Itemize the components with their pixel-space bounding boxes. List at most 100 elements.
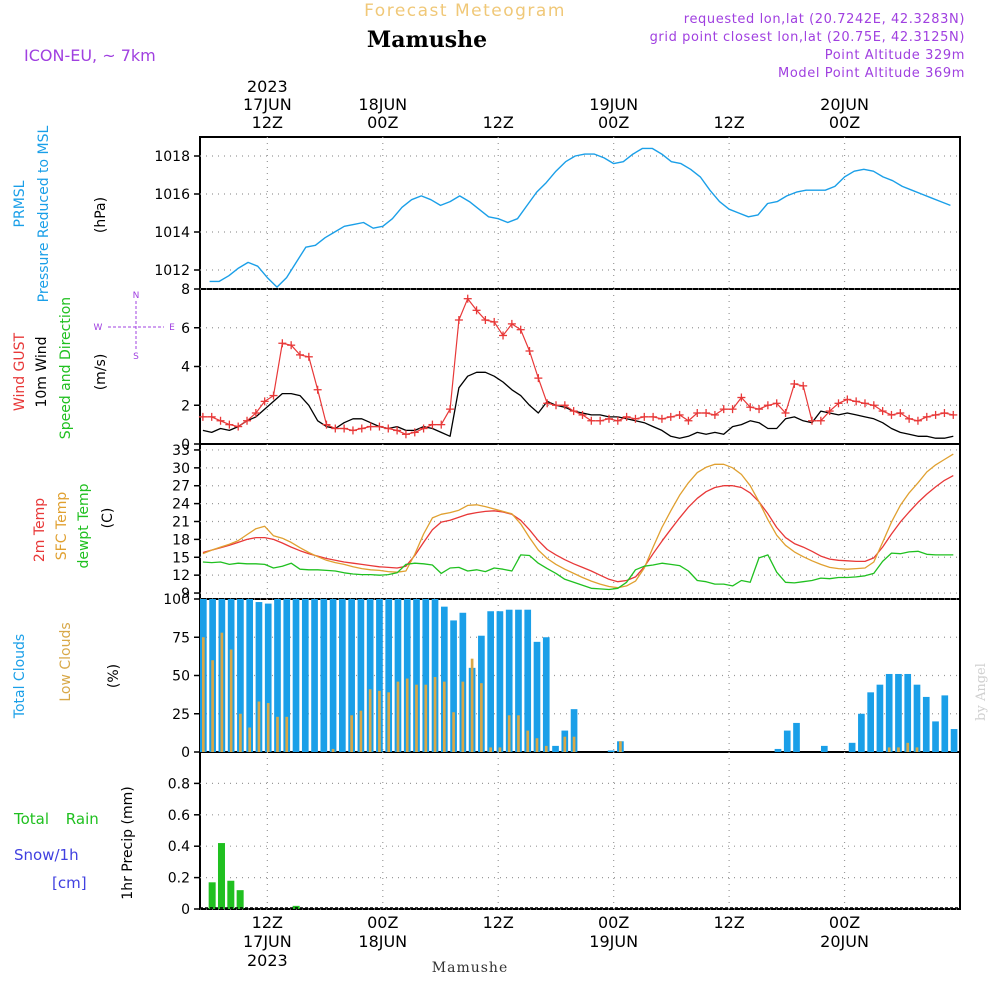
top-hour-label: 00Z	[829, 113, 860, 132]
total-cloud-bar	[237, 599, 244, 752]
model-label: ICON-EU, ~ 7km	[24, 46, 156, 65]
total-cloud-bar	[376, 599, 383, 752]
y-tick-label: 1014	[154, 225, 190, 241]
low-cloud-bar	[535, 738, 539, 752]
low-cloud-bar	[461, 681, 465, 752]
low-cloud-bar	[480, 683, 483, 752]
percent-label: (%)	[106, 664, 122, 688]
total-cloud-bar	[413, 599, 420, 752]
gust-marker	[790, 379, 799, 388]
dewpt-label: dewpt Temp	[76, 483, 92, 568]
gust-marker	[260, 397, 269, 406]
pressure-label: Pressure Reduced to MSL	[36, 125, 52, 302]
total-cloud-bar	[348, 599, 355, 752]
gust-marker	[666, 412, 675, 421]
sfc-line	[202, 453, 954, 589]
total-cloud-bar	[895, 673, 902, 752]
low-cloud-bar	[202, 637, 205, 752]
gust-marker	[454, 316, 463, 324]
gust-marker	[560, 401, 569, 410]
gust-marker	[728, 405, 737, 414]
y-tick-label: 25	[172, 707, 190, 723]
top-date-label: 17JUN	[243, 95, 292, 114]
gust-marker	[251, 409, 260, 417]
low-cloud-bar	[285, 716, 289, 752]
rain-bar	[236, 890, 244, 909]
low-cloud-bar	[433, 677, 437, 752]
gust-marker	[207, 412, 216, 421]
top-date-label: 20JUN	[820, 95, 869, 114]
y-tick-label: 0	[181, 745, 190, 761]
low-cloud-bar	[276, 716, 279, 752]
gust-marker	[719, 405, 728, 414]
low-cloud-bar	[248, 727, 252, 752]
hpa-label: (hPa)	[93, 197, 109, 233]
top-date-label: 19JUN	[589, 95, 638, 114]
total-cloud-bar	[255, 602, 263, 752]
gust-marker	[772, 399, 781, 408]
gust-marker	[428, 420, 437, 429]
total-cloud-bar	[904, 673, 912, 752]
total-cloud-bar	[820, 745, 828, 752]
total-cloud-bar	[505, 609, 513, 752]
gust-marker	[755, 405, 764, 414]
total-cloud-bar	[932, 721, 939, 752]
low-cloud-bar	[470, 658, 474, 752]
total-cloud-bar	[876, 684, 884, 752]
gust-marker	[463, 294, 472, 303]
y-tick-label: 15	[172, 550, 190, 566]
gust-marker	[896, 409, 905, 417]
y-tick-label: 0	[181, 437, 190, 453]
gust-marker	[234, 422, 243, 431]
gust-marker	[437, 420, 446, 429]
snow-label: Snow/1h	[14, 846, 79, 864]
total-cloud-bar	[848, 742, 856, 752]
y-tick-label: 4	[181, 360, 190, 376]
top-hour-label: 12Z	[483, 113, 514, 132]
gust-marker	[869, 401, 878, 410]
low-cloud-bar	[489, 747, 492, 752]
gust-marker	[710, 410, 719, 419]
compass-north: N	[133, 291, 140, 301]
rain-bar	[217, 843, 225, 909]
bottom-hour-label: 00Z	[829, 913, 860, 932]
total-cloud-bar	[283, 599, 291, 752]
total-cloud-bar	[542, 637, 550, 752]
y-tick-label: 18	[172, 532, 190, 548]
gust-marker	[622, 412, 631, 421]
precip-label: 1hr Precip (mm)	[120, 786, 136, 899]
y-tick-label: 75	[172, 630, 190, 646]
total-cloud-bar	[450, 620, 457, 752]
bottom-hour-label: 12Z	[483, 913, 514, 932]
gust-marker	[675, 410, 684, 419]
gust-marker	[446, 405, 455, 414]
gust-marker	[340, 424, 349, 433]
low-cloud-bar	[378, 690, 381, 752]
gust-marker	[702, 409, 711, 417]
y-tick-label: 0.2	[168, 871, 190, 887]
total-cloud-bar	[607, 750, 615, 752]
snow-unit-label: [cm]	[52, 874, 87, 892]
y-tick-label: 0	[181, 902, 190, 918]
low-cloud-bar	[507, 715, 511, 752]
gust-marker	[295, 350, 304, 359]
low-cloud-bar	[897, 747, 900, 752]
y-tick-label: 12	[172, 568, 190, 584]
gust-marker	[357, 424, 366, 433]
sfc-label: SFC Temp	[54, 492, 70, 561]
gust-marker	[587, 416, 596, 425]
gust-marker	[481, 316, 490, 324]
gust-marker	[878, 407, 887, 416]
ms-label: (m/s)	[93, 354, 109, 391]
gust-marker	[287, 341, 296, 350]
total-cloud-bar	[552, 745, 559, 752]
gust-marker	[693, 409, 702, 417]
total-cloud-bar	[403, 599, 411, 752]
gust-marker	[604, 414, 613, 423]
low-cloud-bar	[415, 684, 418, 752]
gust-marker	[852, 397, 861, 406]
celsius-label: (C)	[100, 508, 116, 529]
low-cloud-bar	[229, 649, 233, 752]
gust-marker	[543, 399, 552, 408]
y-tick-label: 0.4	[168, 839, 190, 855]
